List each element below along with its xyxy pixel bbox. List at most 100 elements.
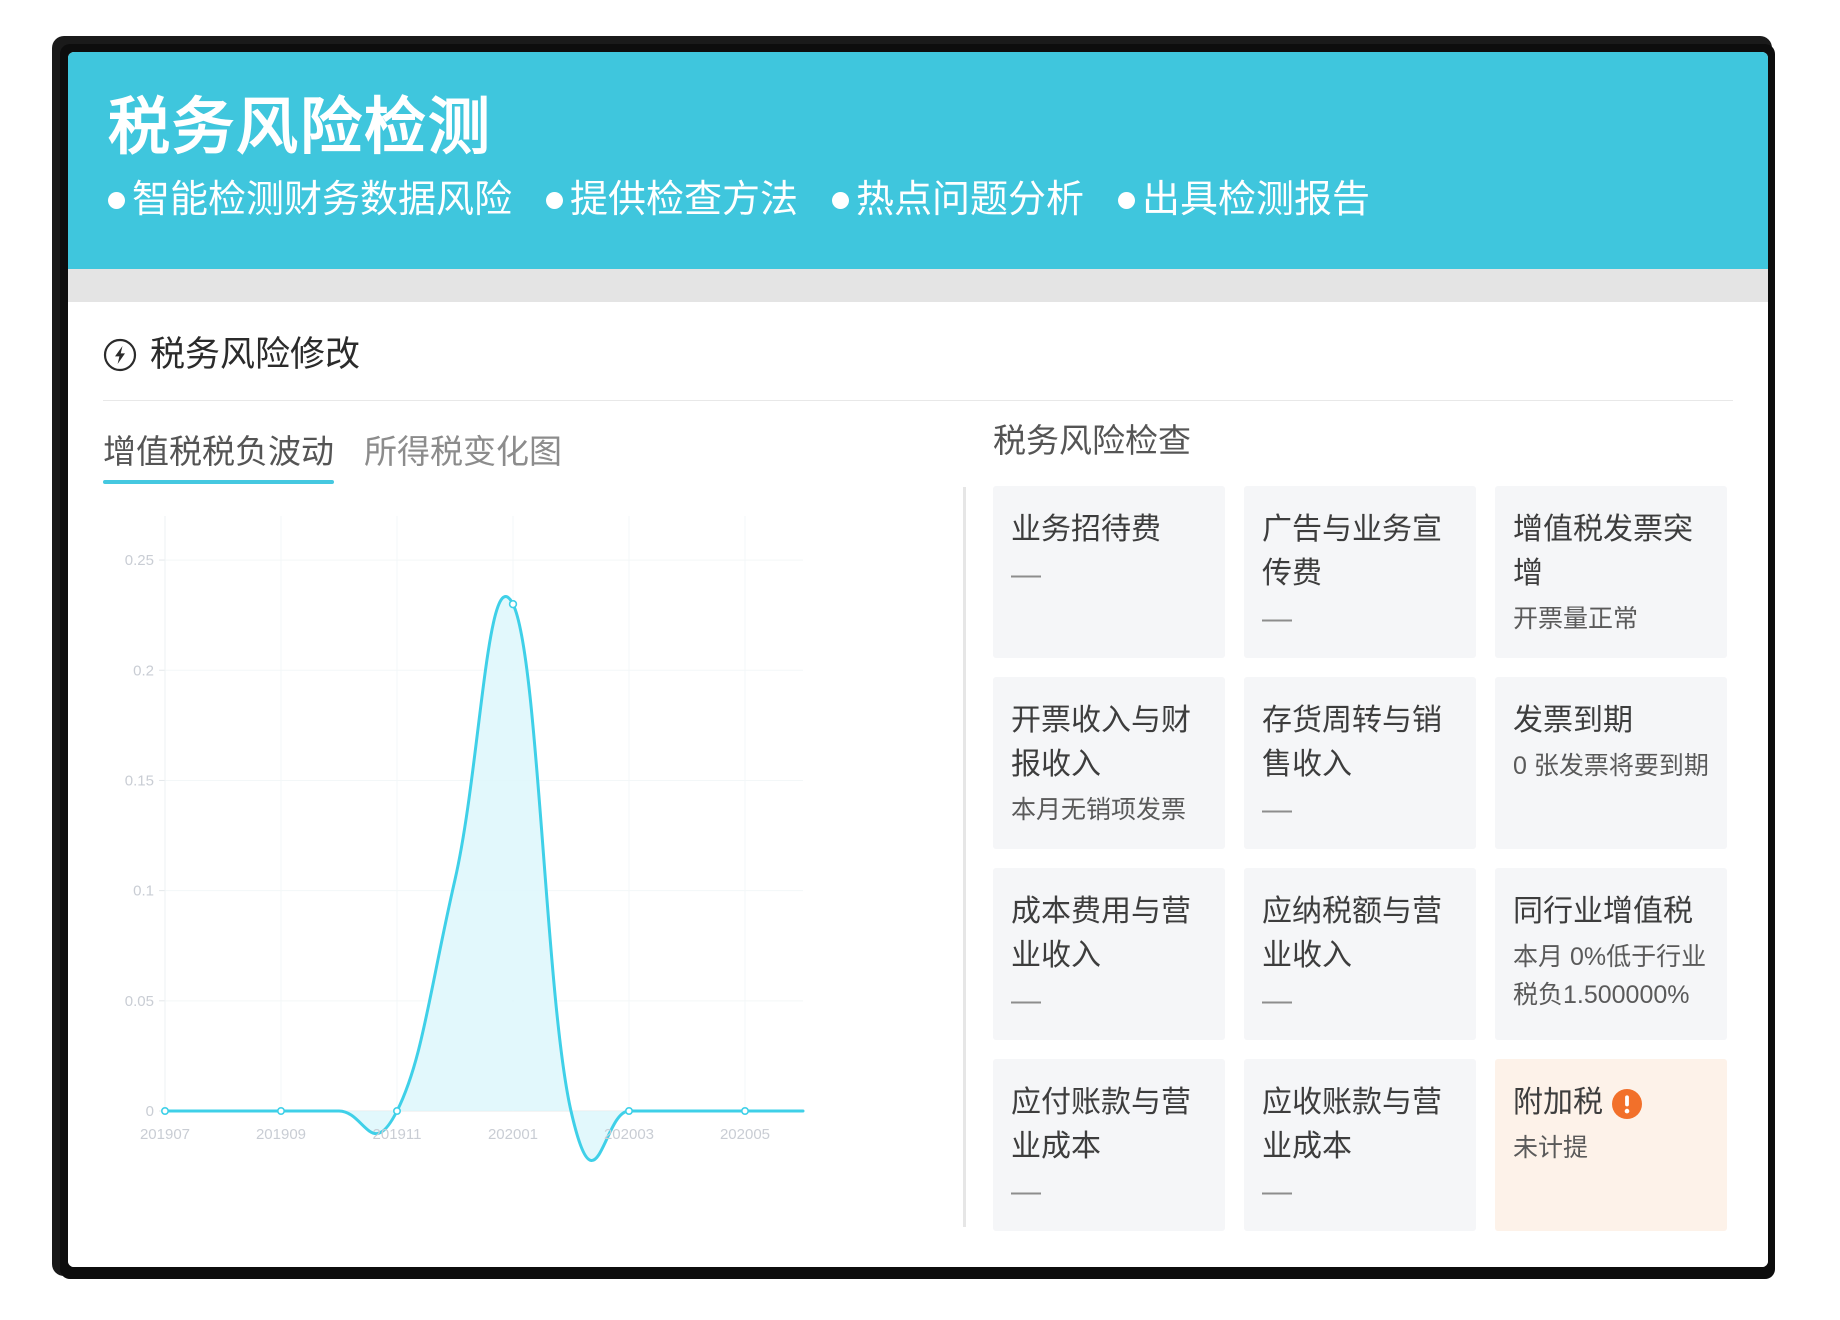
risk-card-title-text: 应纳税额与营业收入: [1262, 895, 1442, 972]
risk-card-value: 本月 0%低于行业税负1.500000%: [1513, 943, 1707, 1009]
page-banner: 税务风险检测 智能检测财务数据风险 提供检查方法 热点问题分析 出具检测报告: [68, 52, 1768, 269]
section-divider: [103, 400, 1733, 401]
banner-bullet-3: 出具检测报告: [1118, 176, 1370, 224]
risk-card-title: 成本费用与营业收入: [1011, 890, 1207, 978]
risk-card-value: 0 张发票将要到期: [1513, 752, 1709, 780]
chart-y-tick-label: 0.15: [125, 772, 154, 789]
chart-x-tick-label: 201907: [140, 1126, 190, 1143]
risk-card-title: 应付账款与营业成本: [1011, 1081, 1207, 1169]
banner-bullet-label: 智能检测财务数据风险: [132, 179, 513, 221]
bullet-dot-icon: [108, 191, 125, 209]
section-header: 税务风险修改: [103, 334, 360, 376]
banner-bullet-1: 提供检查方法: [546, 176, 798, 224]
bullet-dot-icon: [546, 191, 564, 209]
risk-card-value: —: [1011, 558, 1041, 591]
banner-bullet-list: 智能检测财务数据风险 提供检查方法 热点问题分析 出具检测报告: [108, 176, 1768, 224]
risk-card-value: 本月无销项发票: [1011, 796, 1187, 824]
chart-x-tick-label: 201909: [256, 1126, 306, 1143]
main-card: 税务风险检测 智能检测财务数据风险 提供检查方法 热点问题分析 出具检测报告: [68, 52, 1768, 1267]
risk-card-title: 业务招待费: [1011, 508, 1207, 552]
tab-income-tax-change-chart[interactable]: 所得税变化图: [364, 433, 562, 470]
chart-y-tick-label: 0.25: [125, 552, 154, 569]
risk-card-title-text: 应付账款与营业成本: [1011, 1086, 1191, 1163]
risk-card[interactable]: 同行业增值税本月 0%低于行业税负1.500000%: [1495, 868, 1727, 1040]
risk-card-value: —: [1262, 793, 1292, 826]
risk-card-title-text: 应收账款与营业成本: [1262, 1086, 1442, 1163]
risk-card-title-text: 同行业增值税: [1513, 895, 1693, 928]
bullet-dot-icon: [1118, 191, 1136, 209]
risk-card[interactable]: 广告与业务宣传费 —: [1244, 486, 1476, 658]
risk-card-title: 开票收入与财报收入: [1011, 699, 1207, 787]
risk-card-title-text: 附加税: [1513, 1086, 1603, 1119]
chart-data-point: [624, 1106, 633, 1115]
risk-card[interactable]: 业务招待费 —: [993, 486, 1225, 658]
chart-x-tick-label: 202005: [720, 1126, 770, 1143]
risk-card-title: 应纳税额与营业收入: [1262, 890, 1458, 978]
chart-y-tick-label: 0: [146, 1103, 154, 1120]
page-title: 税务风险检测: [108, 93, 493, 162]
risk-card-title: 同行业增值税: [1513, 890, 1709, 934]
risk-card-value: —: [1011, 984, 1041, 1017]
risk-card[interactable]: 开票收入与财报收入本月无销项发票: [993, 677, 1225, 849]
risk-card[interactable]: 增值税发票突增开票量正常: [1495, 486, 1727, 658]
risk-card[interactable]: 附加税 未计提: [1495, 1059, 1727, 1231]
risk-card-title: 发票到期: [1513, 699, 1709, 743]
banner-bullet-0: 智能检测财务数据风险: [108, 176, 512, 224]
chart-peak-point: [508, 599, 518, 609]
risk-card-value: —: [1011, 1175, 1041, 1208]
chart-x-tick-label: 202001: [488, 1126, 538, 1143]
risk-card-value: 未计提: [1513, 1134, 1589, 1162]
bullet-dot-icon: [832, 191, 850, 209]
chart-area-fill: [165, 596, 803, 1161]
risk-card[interactable]: 应付账款与营业成本 —: [993, 1059, 1225, 1231]
chart-plot-area: 0 0.05 0.1 0.15 0.2 0.25 201907 201909 201911 202…: [103, 496, 813, 1176]
risk-card-title-text: 广告与业务宣传费: [1262, 513, 1442, 590]
risk-card-title: 附加税: [1513, 1081, 1709, 1125]
chart-x-tick-label: 202003: [604, 1126, 654, 1143]
risk-card-title-text: 开票收入与财报收入: [1011, 704, 1191, 781]
risk-card-title: 应收账款与营业成本: [1262, 1081, 1458, 1169]
banner-bullet-label: 提供检查方法: [570, 179, 799, 221]
chart-data-point: [160, 1106, 169, 1115]
risk-card[interactable]: 应收账款与营业成本 —: [1244, 1059, 1476, 1231]
risk-card-value: 开票量正常: [1513, 605, 1639, 633]
risk-check-panel: 税务风险检查 业务招待费 — 广告与业务宣传费 — 增值税发票突增开票量正常开票收入与财…: [993, 420, 1733, 1231]
chart-line: [163, 594, 805, 1162]
chart-y-tick-label: 0.1: [133, 883, 154, 900]
risk-card-title-text: 增值税发票突增: [1513, 513, 1693, 590]
risk-card-title: 存货周转与销售收入: [1262, 699, 1458, 787]
chart-tabs: 增值税税负波动 所得税变化图: [103, 420, 928, 484]
tab-vat-burden-fluctuation[interactable]: 增值税税负波动: [103, 432, 334, 484]
banner-separator-band: [68, 269, 1768, 302]
lightning-bolt-circle-icon: [103, 338, 137, 372]
content-area: 税务风险修改 增值税税负波动 所得税变化图 0 0.05 0.1 0.15 0.2 0.2…: [68, 302, 1768, 1267]
risk-card-title-text: 业务招待费: [1011, 513, 1161, 546]
chart-data-point: [740, 1106, 749, 1115]
chart-panel: 增值税税负波动 所得税变化图 0 0.05 0.1 0.15 0.2 0.25 201907…: [103, 420, 928, 1265]
chart-y-tick-label: 0.05: [125, 993, 154, 1010]
exclamation-circle-icon: [1612, 1089, 1642, 1119]
banner-bullet-2: 热点问题分析: [832, 176, 1084, 224]
chart-y-tick-label: 0.2: [133, 662, 154, 679]
chart-data-point: [277, 1106, 286, 1115]
risk-card-title: 增值税发票突增: [1513, 508, 1709, 596]
risk-card-value: —: [1262, 602, 1292, 635]
chart-data-point: [392, 1106, 401, 1115]
risk-card[interactable]: 存货周转与销售收入 —: [1244, 677, 1476, 849]
risk-card[interactable]: 发票到期 0 张发票将要到期: [1495, 677, 1727, 849]
section-title: 税务风险修改: [150, 335, 361, 374]
risk-card-value: —: [1262, 984, 1292, 1017]
chart-x-tick-label: 201911: [373, 1126, 422, 1143]
banner-bullet-label: 热点问题分析: [856, 179, 1085, 221]
risk-card[interactable]: 成本费用与营业收入 —: [993, 868, 1225, 1040]
risk-card-grid: 业务招待费 — 广告与业务宣传费 — 增值税发票突增开票量正常开票收入与财报收入本月无销…: [993, 486, 1733, 1231]
risk-card-value: —: [1262, 1175, 1292, 1208]
banner-bullet-label: 出具检测报告: [1142, 179, 1371, 221]
risk-card-title: 广告与业务宣传费: [1262, 508, 1458, 596]
vat-burden-area-chart: 0 0.05 0.1 0.15 0.2 0.25 201907 201909 201911 202…: [125, 516, 805, 1162]
risk-card[interactable]: 应纳税额与营业收入 —: [1244, 868, 1476, 1040]
panel-vertical-divider: [963, 487, 966, 1227]
risk-card-title-text: 成本费用与营业收入: [1011, 895, 1191, 972]
risk-panel-title: 税务风险检查: [993, 422, 1191, 459]
